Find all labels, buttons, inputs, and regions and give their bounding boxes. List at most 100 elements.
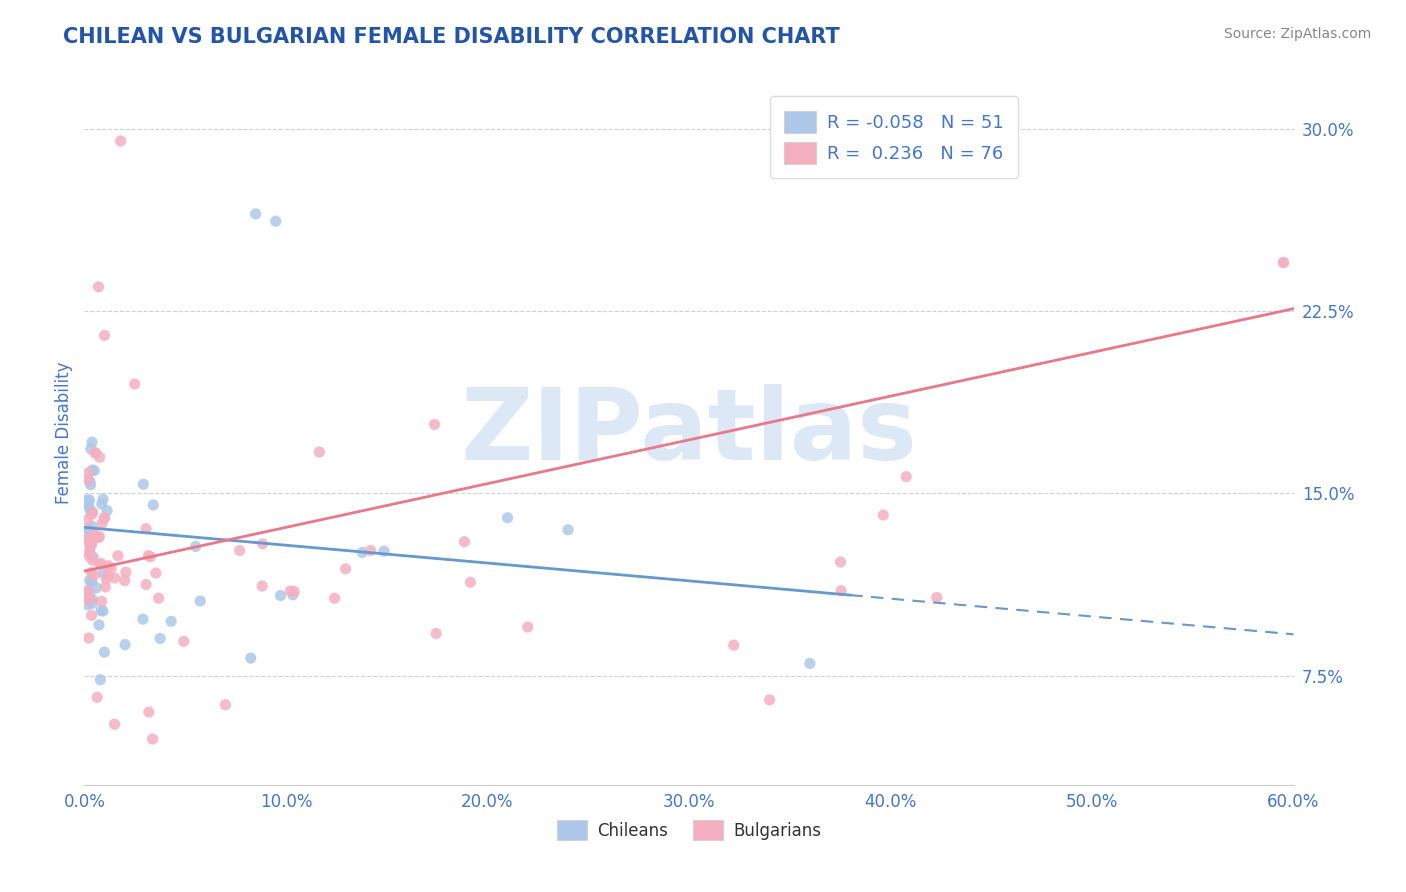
Point	[91, 604, 114, 618]
Point	[124, 377, 146, 392]
Point	[87, 531, 110, 545]
Point	[79, 539, 101, 553]
Point	[79, 585, 101, 599]
Point	[76, 513, 98, 527]
Point	[173, 634, 195, 648]
Point	[87, 618, 110, 632]
Point	[77, 591, 100, 605]
Point	[453, 534, 475, 549]
Point	[188, 594, 211, 608]
Point	[89, 529, 111, 543]
Point	[77, 532, 100, 546]
Point	[135, 577, 157, 591]
Point	[308, 445, 330, 459]
Point	[281, 588, 304, 602]
Point	[96, 504, 118, 518]
Point	[76, 526, 98, 541]
Point	[723, 638, 745, 652]
Point	[80, 536, 103, 550]
Point	[77, 590, 100, 604]
Point	[91, 566, 114, 580]
Point	[82, 549, 104, 564]
Point	[83, 526, 105, 541]
Point	[1272, 255, 1295, 269]
Point	[79, 504, 101, 518]
Point	[90, 497, 112, 511]
Point	[184, 540, 207, 554]
Y-axis label: Female Disability: Female Disability	[55, 361, 73, 504]
Point	[76, 598, 98, 612]
Point	[82, 553, 104, 567]
Point	[1272, 255, 1295, 269]
Point	[79, 475, 101, 489]
Point	[214, 698, 236, 712]
Point	[149, 632, 172, 646]
Point	[373, 544, 395, 558]
Point	[323, 591, 346, 606]
Point	[84, 446, 107, 460]
Point	[83, 568, 105, 582]
Point	[77, 522, 100, 536]
Point	[91, 516, 114, 531]
Point	[114, 574, 136, 588]
Point	[77, 631, 100, 645]
Point	[93, 645, 115, 659]
Point	[84, 581, 107, 595]
Point	[896, 469, 918, 483]
Point	[93, 328, 115, 343]
Point	[138, 705, 160, 719]
Point	[77, 497, 100, 511]
Point	[104, 571, 127, 585]
Point	[107, 549, 129, 563]
Point	[77, 500, 100, 515]
Point	[90, 557, 112, 571]
Text: CHILEAN VS BULGARIAN FEMALE DISABILITY CORRELATION CHART: CHILEAN VS BULGARIAN FEMALE DISABILITY C…	[63, 27, 839, 46]
Point	[82, 519, 104, 533]
Point	[80, 566, 103, 580]
Point	[516, 620, 538, 634]
Text: ZIPatlas: ZIPatlas	[461, 384, 917, 481]
Point	[93, 510, 115, 524]
Point	[160, 615, 183, 629]
Point	[460, 575, 482, 590]
Point	[76, 493, 98, 508]
Point	[830, 583, 852, 598]
Point	[79, 593, 101, 607]
Point	[148, 591, 170, 606]
Point	[80, 442, 103, 456]
Point	[139, 549, 162, 564]
Point	[83, 464, 105, 478]
Point	[283, 584, 305, 599]
Point	[114, 638, 136, 652]
Point	[360, 543, 382, 558]
Point	[352, 545, 374, 559]
Point	[132, 612, 155, 626]
Point	[90, 604, 112, 618]
Point	[80, 435, 103, 450]
Point	[82, 592, 104, 607]
Point	[79, 549, 101, 564]
Point	[75, 533, 97, 548]
Point	[264, 214, 287, 228]
Point	[925, 591, 948, 605]
Point	[76, 583, 98, 598]
Point	[135, 522, 157, 536]
Point	[96, 572, 118, 586]
Point	[239, 651, 262, 665]
Point	[80, 574, 103, 589]
Point	[132, 477, 155, 491]
Point	[89, 673, 111, 687]
Point	[90, 594, 112, 608]
Point	[84, 445, 107, 459]
Point	[79, 547, 101, 561]
Point	[91, 492, 114, 507]
Point	[110, 134, 132, 148]
Point	[86, 690, 108, 705]
Point	[245, 207, 267, 221]
Point	[79, 493, 101, 508]
Point	[82, 463, 104, 477]
Point	[114, 565, 136, 579]
Point	[80, 531, 103, 545]
Point	[335, 562, 357, 576]
Point	[425, 626, 447, 640]
